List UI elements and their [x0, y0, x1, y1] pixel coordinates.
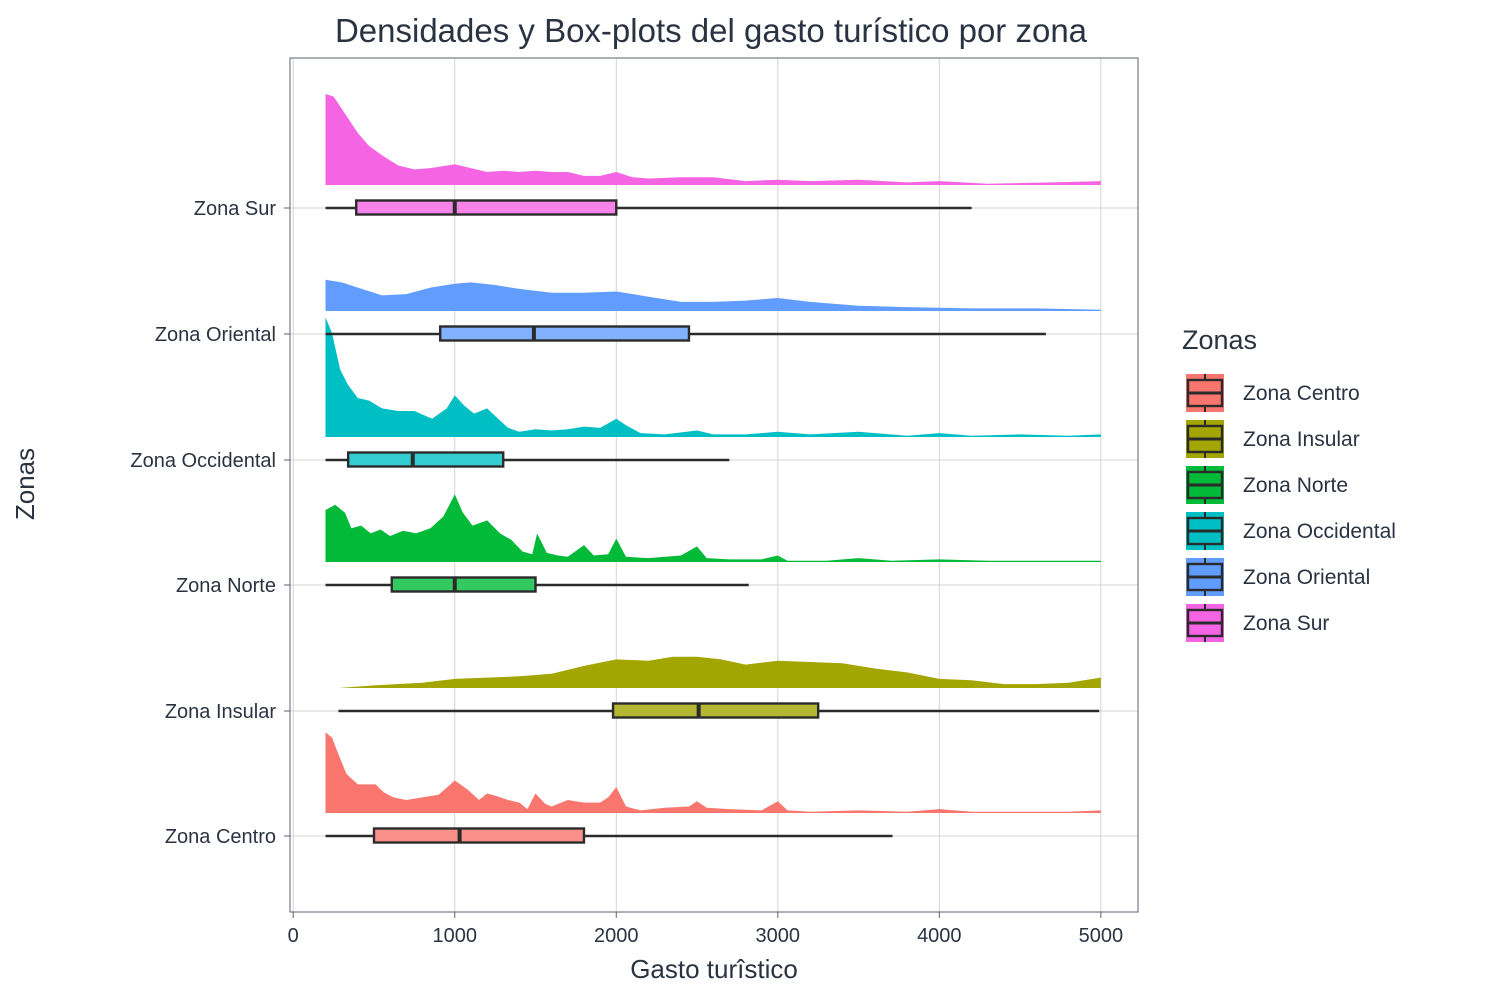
y-tick-label: Zona Insular: [165, 701, 277, 723]
legend-label: Zona Occidental: [1243, 520, 1396, 543]
density-ridge: [325, 279, 1101, 311]
iqr-box: [372, 827, 586, 844]
density-ridge: [325, 94, 1101, 185]
x-tick-label: 1000: [433, 925, 478, 947]
plot-frame: [289, 57, 1139, 913]
chart-title: Densidades y Box-plots del gasto turísti…: [335, 12, 1088, 49]
legend-title: Zonas: [1182, 325, 1257, 355]
x-tick-label: 2000: [594, 925, 639, 947]
legend: Zonas Zona Centro Zona Insular Zona Norte Z…: [1182, 325, 1396, 642]
x-axis: 0 1000 2000 3000 4000 5000: [288, 912, 1123, 947]
iqr-box: [611, 702, 820, 719]
density-ridge: [338, 656, 1101, 688]
density-ridge: [325, 317, 1101, 437]
y-tick-label: Zona Oriental: [155, 324, 276, 346]
grid: [290, 58, 1138, 912]
y-axis-title: Zonas: [10, 448, 40, 520]
legend-label: Zona Centro: [1243, 382, 1360, 405]
density-ridge: [325, 732, 1101, 813]
legend-label: Zona Oriental: [1243, 566, 1370, 589]
chart-marks: [325, 94, 1101, 844]
legend-label: Zona Sur: [1243, 612, 1329, 635]
y-tick-label: Zona Sur: [194, 198, 277, 220]
y-tick-label: Zona Norte: [176, 575, 276, 597]
iqr-box: [439, 325, 691, 342]
iqr-box: [355, 199, 618, 216]
iqr-box: [346, 451, 505, 468]
y-tick-label: Zona Centro: [165, 826, 276, 848]
y-axis: Zona Centro Zona Insular Zona Norte Zona Oc…: [130, 198, 290, 848]
y-tick-label: Zona Occidental: [130, 450, 276, 472]
x-tick-label: 0: [288, 925, 299, 947]
x-tick-label: 5000: [1079, 925, 1124, 947]
legend-label: Zona Insular: [1243, 428, 1360, 451]
iqr-box: [390, 576, 537, 593]
x-tick-label: 3000: [756, 925, 801, 947]
x-axis-title: Gasto turîstico: [630, 954, 798, 984]
density-ridge: [325, 494, 1101, 562]
x-tick-label: 4000: [917, 925, 962, 947]
legend-label: Zona Norte: [1243, 474, 1348, 497]
